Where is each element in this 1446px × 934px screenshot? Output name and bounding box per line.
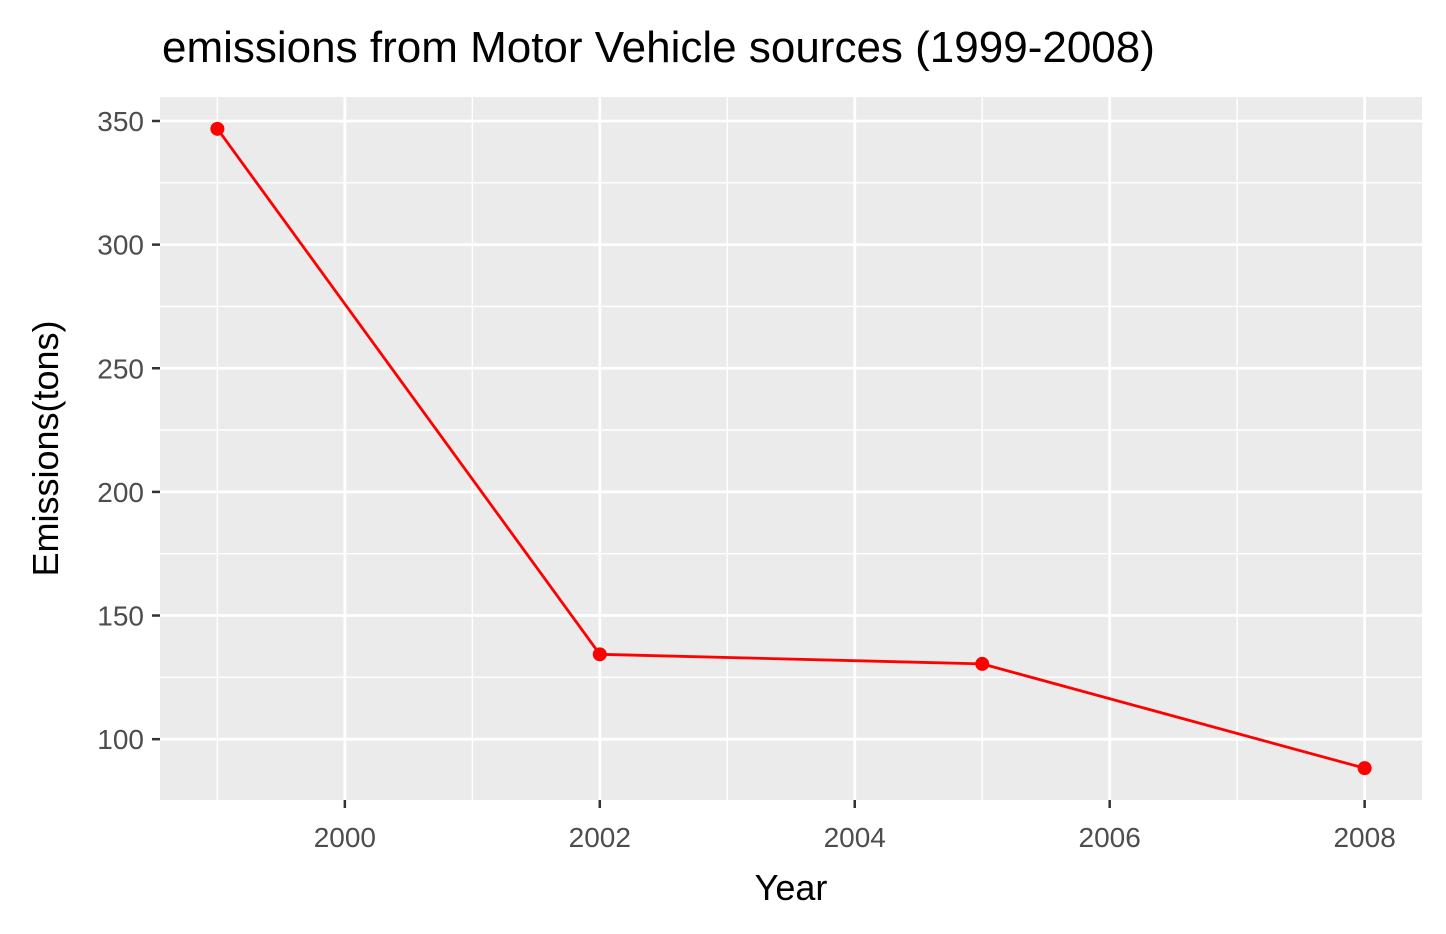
x-tick-label: 2006 [1079,822,1141,853]
x-tick-label: 2004 [824,822,886,853]
data-point [975,656,990,671]
data-point [1357,761,1372,776]
x-tick-label: 2008 [1333,822,1395,853]
series-point-layer [210,121,1372,776]
y-tick-label: 200 [97,477,144,508]
minor-gridlines [160,97,1422,800]
plot-panel [160,97,1422,800]
y-tick-label: 100 [97,724,144,755]
data-point [592,647,607,662]
x-tick-label: 2000 [314,822,376,853]
x-axis-title: Year [755,867,828,908]
y-tick-label: 300 [97,230,144,261]
axis-tick-labels: 2000 2002 2004 2006 2008 100 150 200 250 300 350 [97,106,1396,853]
y-tick-label: 150 [97,601,144,632]
y-tick-label: 250 [97,353,144,384]
x-tick-label: 2002 [569,822,631,853]
chart-title: emissions from Motor Vehicle sources (19… [162,23,1155,72]
y-tick-label: 350 [97,106,144,137]
data-point [210,121,225,136]
series-line [216,127,1365,770]
axis-ticks [152,119,1366,808]
major-gridlines [160,97,1422,800]
series-line-layer [216,127,1365,770]
y-axis-title: Emissions(tons) [25,320,66,576]
